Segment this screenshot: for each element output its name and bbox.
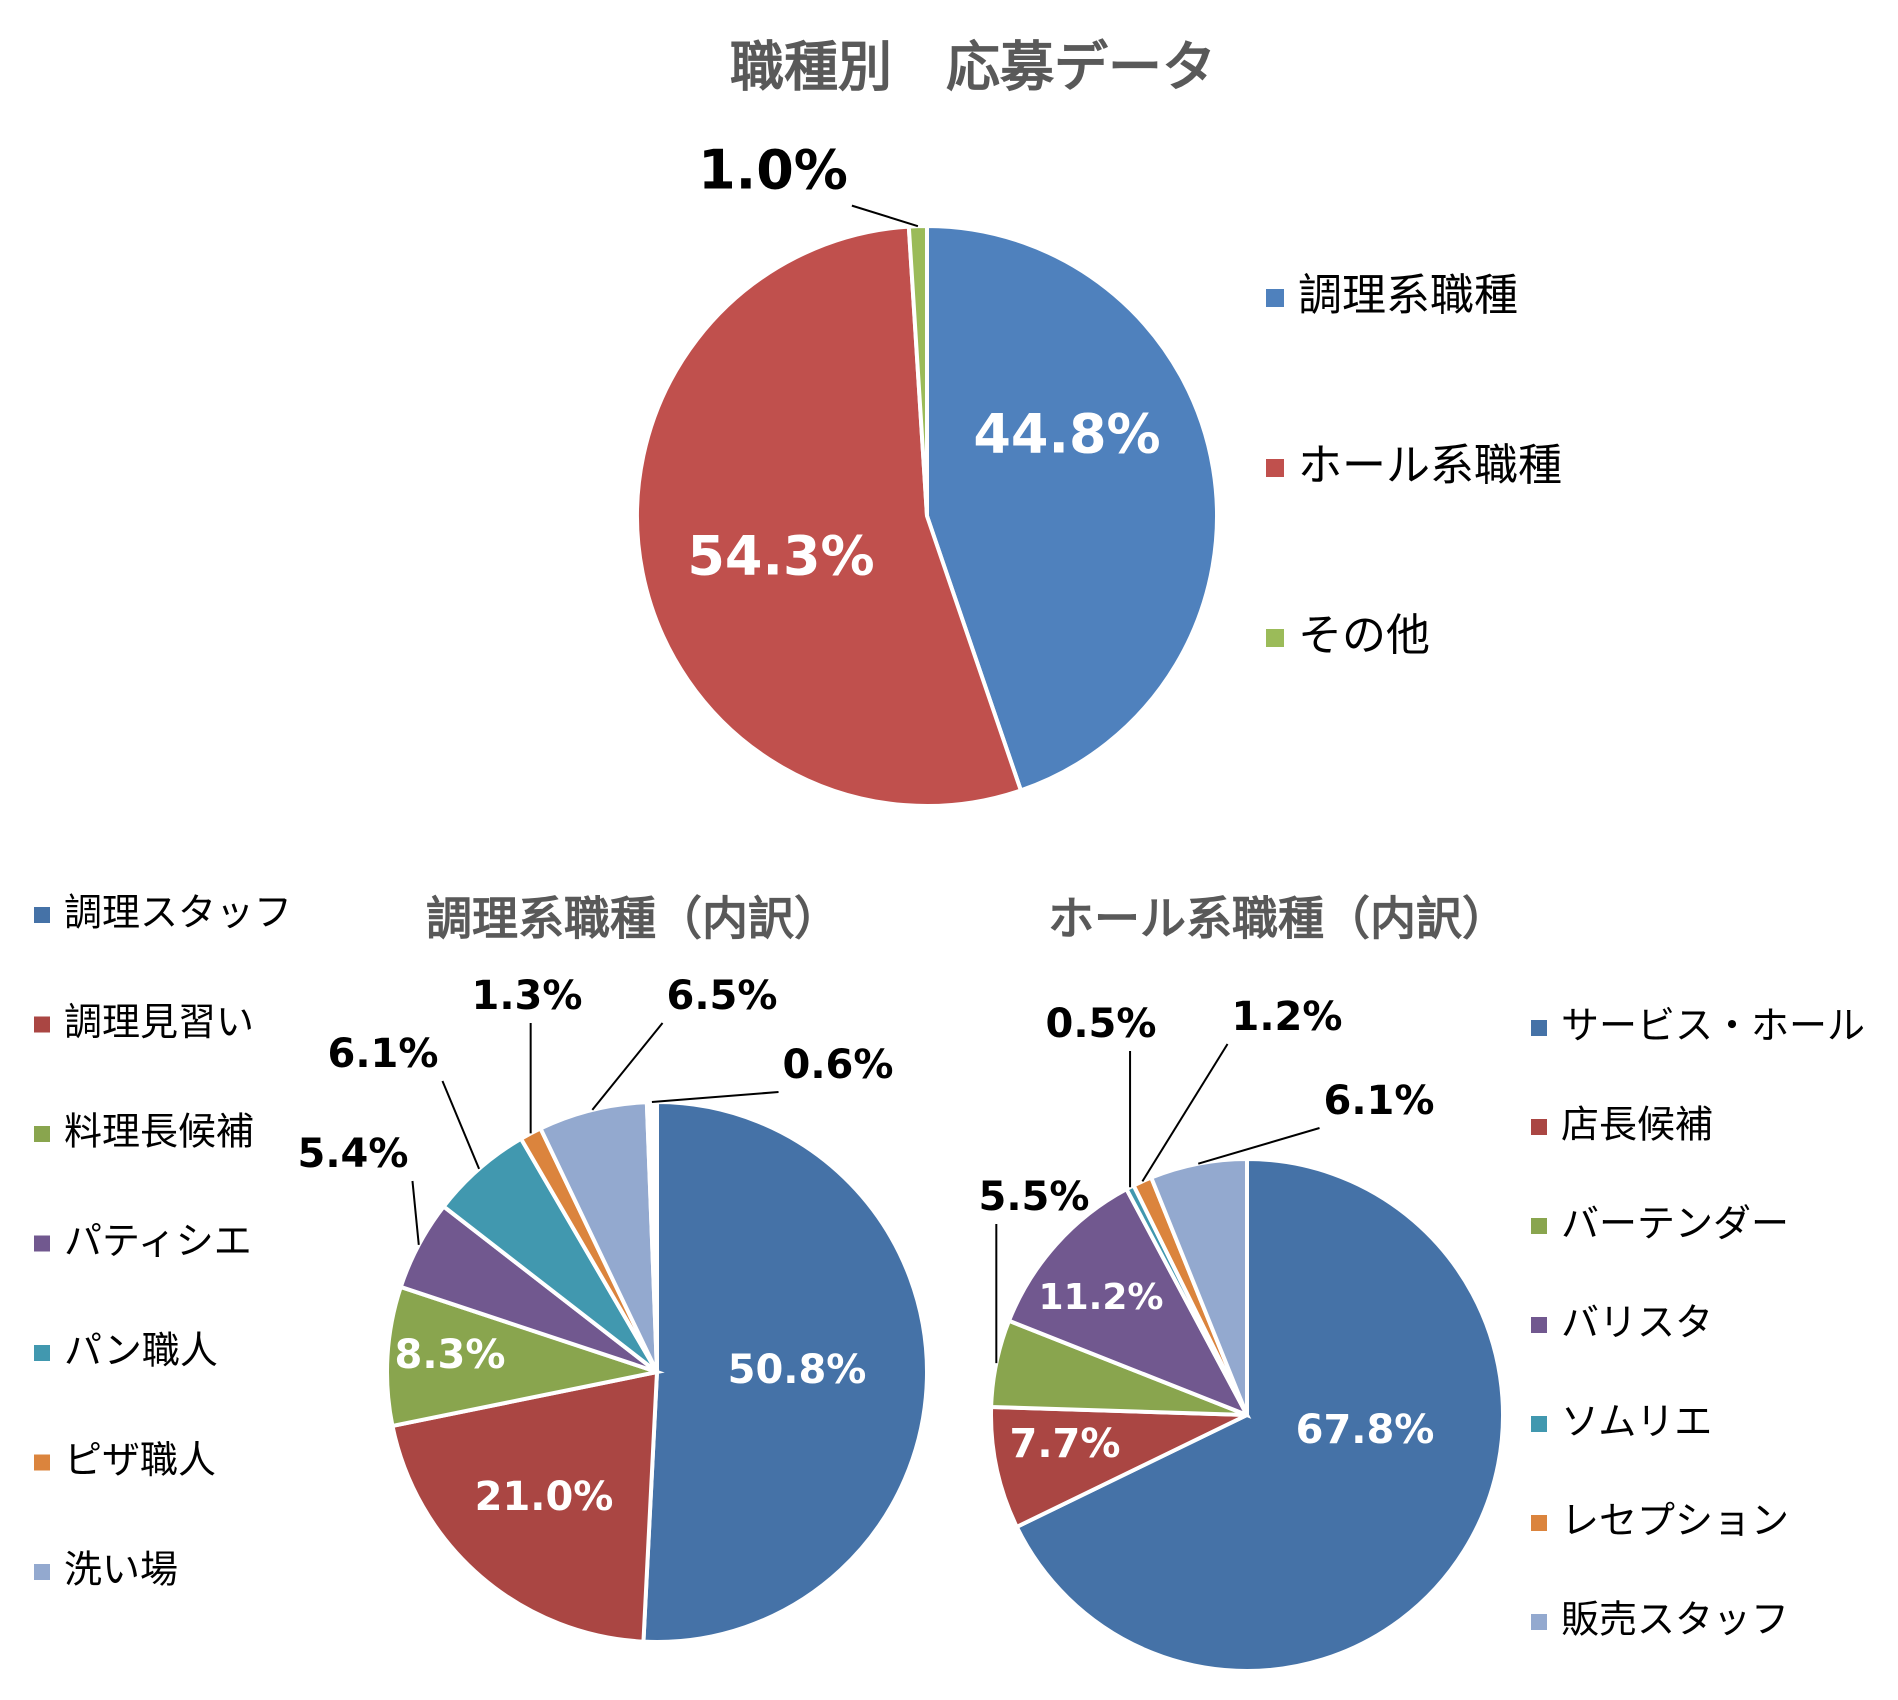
legend-label: パン職人 [64,1329,218,1373]
legend-label: 料理長候補 [64,1110,254,1154]
data-label: 6.5% [667,973,778,1019]
data-label: 1.2% [1232,994,1343,1040]
legend-swatch [1266,459,1284,477]
leader-line [651,1091,779,1104]
data-label: 54.3% [687,525,874,588]
data-label: 8.3% [395,1332,506,1378]
leader-line [851,204,919,228]
legend-swatch [34,1016,50,1033]
legend-label: 販売スタッフ [1561,1598,1789,1642]
data-label: 67.8% [1296,1407,1435,1453]
legend-swatch [1531,1515,1547,1531]
leader-line [1141,1043,1229,1182]
legend-label: サービス・ホール [1561,1004,1865,1048]
leader-line [441,1080,481,1170]
pie-slice [537,1100,659,1373]
data-label: 5.5% [979,1174,1090,1220]
legend-label: 調理スタッフ [64,891,292,935]
pie-slice [390,1369,660,1644]
data-label: 1.3% [472,973,583,1019]
pie-slice [989,1404,1248,1530]
data-label: 0.5% [1046,1001,1157,1047]
data-label: 11.2% [1039,1277,1164,1318]
data-label: 21.0% [475,1474,614,1520]
legend-swatch [34,1345,50,1361]
legend-swatch [1266,289,1284,307]
legend-swatch [1266,629,1284,647]
legend-swatch [1531,1218,1547,1234]
legend-swatch [1531,1614,1547,1630]
leader-line [1197,1127,1320,1165]
chart-title: 調理系職種（内訳） [426,892,840,946]
legend-label: 調理見習い [64,1000,254,1044]
leader-line [591,1022,664,1111]
data-label: 44.8% [973,403,1160,466]
legend-swatch [1531,1119,1547,1135]
legend-label: ソムリエ [1561,1400,1712,1444]
pie-slice [641,1099,929,1644]
legend-label: レセプション [1561,1499,1789,1543]
pie-slice [925,223,1219,793]
legend-label: バリスタ [1561,1301,1713,1345]
data-label: 0.6% [783,1042,894,1088]
pie-slice [1006,1186,1252,1419]
legend-label: その他 [1298,610,1430,661]
legend-label: バーテンダー [1561,1202,1789,1246]
data-label: 7.7% [1010,1421,1121,1467]
chart-title: 職種別 応募データ [730,36,1216,99]
legend-swatch [34,1564,50,1580]
legend-label: ピザ職人 [64,1438,216,1482]
chart-title: ホール系職種（内訳） [1048,892,1508,946]
data-label: 5.4% [298,1131,409,1177]
legend-swatch [34,907,50,923]
pie-slice [1014,1156,1505,1673]
legend-swatch [1531,1020,1547,1036]
pie-slice [385,1284,665,1429]
legend-label: 店長候補 [1561,1103,1713,1147]
legend-label: 洗い場 [64,1548,178,1592]
legend-label: 調理系職種 [1298,270,1518,321]
leader-line [411,1180,420,1246]
legend-label: ホール系職種 [1298,440,1562,491]
legend-swatch [34,1235,50,1252]
legend-swatch [34,1126,50,1142]
legend-swatch [1531,1317,1547,1333]
pie-slice [635,224,1024,808]
legend-label: パティシエ [64,1219,252,1263]
legend-swatch [1531,1416,1547,1432]
data-label: 6.1% [1324,1078,1435,1124]
legend-swatch [34,1454,50,1471]
pie-slice [906,223,929,517]
data-label: 6.1% [328,1031,439,1077]
data-label: 50.8% [728,1347,867,1393]
data-label: 1.0% [698,139,848,202]
